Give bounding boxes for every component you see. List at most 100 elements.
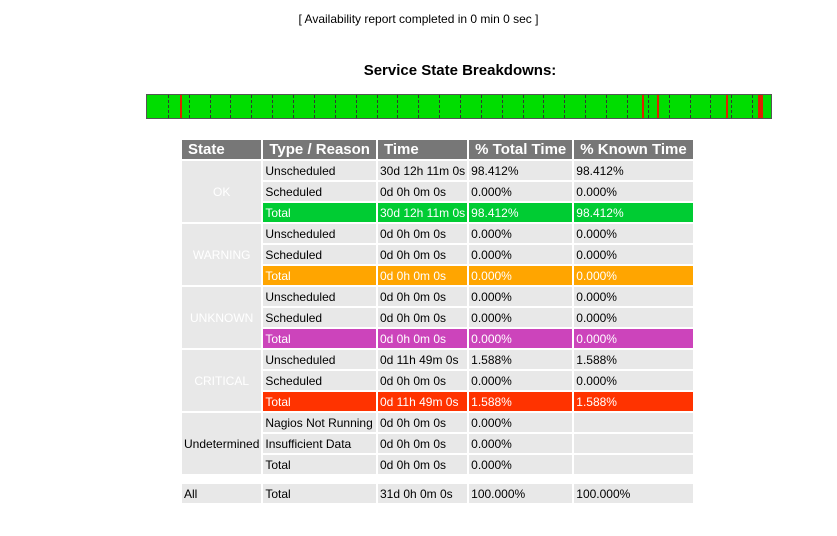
header-known-time: % Known Time bbox=[574, 140, 693, 159]
table-row: Scheduled 0d 0h 0m 0s 0.000% 0.000% bbox=[182, 245, 693, 264]
known-pct-cell bbox=[574, 434, 693, 453]
table-row-total: Total 0d 11h 49m 0s 1.588% 1.588% bbox=[182, 392, 693, 411]
timeline-day-marker bbox=[606, 95, 607, 118]
known-pct-cell bbox=[574, 455, 693, 474]
total-pct-cell: 0.000% bbox=[469, 455, 573, 474]
state-timeline-bar bbox=[146, 94, 772, 119]
time-cell: 0d 0h 0m 0s bbox=[377, 371, 468, 390]
header-type-reason: Type / Reason bbox=[263, 140, 376, 159]
timeline-day-marker bbox=[669, 95, 670, 118]
total-pct-cell: 0.000% bbox=[469, 182, 573, 201]
time-cell: 0d 0h 0m 0s bbox=[377, 266, 468, 285]
type-cell: Total bbox=[263, 484, 376, 503]
timeline-day-marker bbox=[251, 95, 252, 118]
time-cell: 0d 0h 0m 0s bbox=[377, 434, 468, 453]
timeline-day-marker bbox=[710, 95, 711, 118]
state-unknown-cell: UNKNOWN bbox=[182, 287, 262, 348]
time-cell: 0d 11h 49m 0s bbox=[377, 392, 468, 411]
table-row: Scheduled 0d 0h 0m 0s 0.000% 0.000% bbox=[182, 182, 693, 201]
timeline-day-marker bbox=[627, 95, 628, 118]
type-cell: Total bbox=[263, 203, 376, 222]
timeline-day-marker bbox=[189, 95, 190, 118]
time-cell: 0d 0h 0m 0s bbox=[377, 413, 468, 432]
table-row: OK Unscheduled 30d 12h 11m 0s 98.412% 98… bbox=[182, 161, 693, 222]
section-title: Service State Breakdowns: bbox=[363, 62, 557, 79]
timeline-day-marker bbox=[523, 95, 524, 118]
time-cell: 0d 0h 0m 0s bbox=[377, 224, 468, 243]
table-row: Insufficient Data 0d 0h 0m 0s 0.000% bbox=[182, 434, 693, 453]
table-spacer bbox=[182, 476, 693, 482]
type-cell: Nagios Not Running bbox=[263, 413, 376, 432]
timeline-day-marker bbox=[564, 95, 565, 118]
known-pct-cell: 1.588% bbox=[574, 392, 693, 411]
total-pct-cell: 98.412% bbox=[469, 203, 573, 222]
timeline-day-marker bbox=[210, 95, 211, 118]
timeline-day-marker bbox=[543, 95, 544, 118]
known-pct-cell: 1.588% bbox=[574, 350, 693, 369]
state-breakdown-table: State Type / Reason Time % Total Time % … bbox=[180, 138, 695, 505]
total-pct-cell: 0.000% bbox=[469, 329, 573, 348]
known-pct-cell bbox=[574, 413, 693, 432]
known-pct-cell: 100.000% bbox=[574, 484, 693, 503]
timeline-day-marker bbox=[585, 95, 586, 118]
timeline-day-marker bbox=[377, 95, 378, 118]
table-row: UNKNOWN Unscheduled 0d 0h 0m 0s 0.000% 0… bbox=[182, 287, 693, 348]
known-pct-cell: 0.000% bbox=[574, 371, 693, 390]
total-pct-cell: 100.000% bbox=[469, 484, 573, 503]
time-cell: 0d 0h 0m 0s bbox=[377, 455, 468, 474]
known-pct-cell: 0.000% bbox=[574, 266, 693, 285]
type-cell: Total bbox=[263, 266, 376, 285]
time-cell: 0d 0h 0m 0s bbox=[377, 287, 468, 306]
state-all-cell: All bbox=[182, 484, 262, 503]
total-pct-cell: 0.000% bbox=[469, 413, 573, 432]
timeline-day-marker bbox=[731, 95, 732, 118]
table-row-total: Total 0d 0h 0m 0s 0.000% 0.000% bbox=[182, 266, 693, 285]
type-cell: Total bbox=[263, 392, 376, 411]
state-ok-cell: OK bbox=[182, 161, 262, 222]
type-cell: Scheduled bbox=[263, 245, 376, 264]
timeline-day-marker bbox=[418, 95, 419, 118]
table-header-row: State Type / Reason Time % Total Time % … bbox=[182, 140, 693, 159]
header-total-time: % Total Time bbox=[469, 140, 573, 159]
type-cell: Scheduled bbox=[263, 308, 376, 327]
timeline-day-marker bbox=[356, 95, 357, 118]
total-pct-cell: 0.000% bbox=[469, 245, 573, 264]
timeline-day-marker bbox=[168, 95, 169, 118]
timeline-day-marker bbox=[272, 95, 273, 118]
timeline-critical-segment bbox=[657, 95, 659, 118]
type-cell: Scheduled bbox=[263, 371, 376, 390]
total-pct-cell: 0.000% bbox=[469, 434, 573, 453]
known-pct-cell: 98.412% bbox=[574, 161, 693, 180]
time-cell: 0d 0h 0m 0s bbox=[377, 245, 468, 264]
known-pct-cell: 0.000% bbox=[574, 245, 693, 264]
state-undetermined-cell: Undetermined bbox=[182, 413, 262, 474]
type-cell: Scheduled bbox=[263, 182, 376, 201]
table-row: Scheduled 0d 0h 0m 0s 0.000% 0.000% bbox=[182, 308, 693, 327]
timeline-critical-segment bbox=[180, 95, 182, 118]
timeline-day-marker bbox=[314, 95, 315, 118]
type-cell: Unscheduled bbox=[263, 287, 376, 306]
known-pct-cell: 0.000% bbox=[574, 329, 693, 348]
type-cell: Insufficient Data bbox=[263, 434, 376, 453]
known-pct-cell: 0.000% bbox=[574, 224, 693, 243]
time-cell: 30d 12h 11m 0s bbox=[377, 203, 468, 222]
time-cell: 0d 0h 0m 0s bbox=[377, 308, 468, 327]
state-critical-cell: CRITICAL bbox=[182, 350, 262, 411]
time-cell: 0d 11h 49m 0s bbox=[377, 350, 468, 369]
table-row: Scheduled 0d 0h 0m 0s 0.000% 0.000% bbox=[182, 371, 693, 390]
known-pct-cell: 98.412% bbox=[574, 203, 693, 222]
type-cell: Total bbox=[263, 329, 376, 348]
header-time: Time bbox=[377, 140, 468, 159]
timeline-day-marker bbox=[293, 95, 294, 118]
total-pct-cell: 0.000% bbox=[469, 308, 573, 327]
timeline-critical-segment bbox=[726, 95, 728, 118]
timeline-day-marker bbox=[648, 95, 649, 118]
total-pct-cell: 0.000% bbox=[469, 371, 573, 390]
known-pct-cell: 0.000% bbox=[574, 182, 693, 201]
timeline-critical-segment bbox=[642, 95, 644, 118]
time-cell: 0d 0h 0m 0s bbox=[377, 329, 468, 348]
timeline-day-marker bbox=[439, 95, 440, 118]
timeline-day-marker bbox=[397, 95, 398, 118]
table-row-total: Total 30d 12h 11m 0s 98.412% 98.412% bbox=[182, 203, 693, 222]
total-pct-cell: 0.000% bbox=[469, 266, 573, 285]
